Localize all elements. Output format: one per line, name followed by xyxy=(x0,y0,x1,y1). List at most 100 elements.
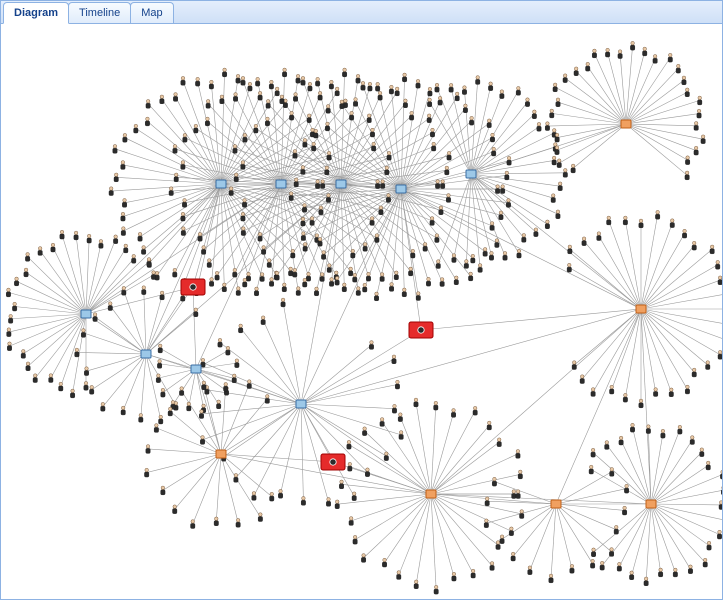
person-node[interactable] xyxy=(303,278,307,287)
person-node[interactable] xyxy=(236,518,240,527)
person-node[interactable] xyxy=(191,520,195,529)
person-node[interactable] xyxy=(509,527,513,536)
person-node[interactable] xyxy=(700,448,704,457)
person-node[interactable] xyxy=(380,180,384,189)
person-node[interactable] xyxy=(314,129,318,138)
person-node[interactable] xyxy=(173,144,177,153)
person-node[interactable] xyxy=(492,477,496,486)
person-node[interactable] xyxy=(694,146,698,155)
person-node[interactable] xyxy=(449,83,453,92)
person-node[interactable] xyxy=(715,260,719,269)
person-node[interactable] xyxy=(318,237,322,246)
person-node[interactable] xyxy=(181,212,185,221)
person-node[interactable] xyxy=(685,156,689,165)
person-node[interactable] xyxy=(517,249,521,258)
person-node[interactable] xyxy=(260,273,264,282)
person-node[interactable] xyxy=(24,268,28,277)
person-node[interactable] xyxy=(270,492,274,501)
person-node[interactable] xyxy=(222,283,226,292)
person-node[interactable] xyxy=(414,398,418,407)
flagged-node[interactable] xyxy=(321,454,345,470)
person-node[interactable] xyxy=(138,232,142,241)
person-node[interactable] xyxy=(278,489,282,498)
person-node[interactable] xyxy=(597,232,601,241)
person-node[interactable] xyxy=(59,382,63,391)
person-node[interactable] xyxy=(363,243,367,252)
person-node[interactable] xyxy=(676,64,680,73)
person-node[interactable] xyxy=(367,114,371,123)
person-node[interactable] xyxy=(7,342,11,351)
person-node[interactable] xyxy=(518,470,522,479)
person-node[interactable] xyxy=(623,216,627,225)
person-node[interactable] xyxy=(122,286,126,295)
person-node[interactable] xyxy=(382,558,386,567)
person-node[interactable] xyxy=(440,278,444,287)
person-node[interactable] xyxy=(384,452,388,461)
person-node[interactable] xyxy=(254,124,258,133)
person-node[interactable] xyxy=(402,288,406,297)
person-node[interactable] xyxy=(353,273,357,282)
person-node[interactable] xyxy=(471,254,475,263)
person-node[interactable] xyxy=(717,530,721,539)
person-node[interactable] xyxy=(229,187,233,196)
person-node[interactable] xyxy=(490,222,494,231)
person-node[interactable] xyxy=(241,76,245,85)
person-node[interactable] xyxy=(123,133,127,142)
person-node[interactable] xyxy=(607,216,611,225)
person-node[interactable] xyxy=(440,180,444,189)
person-node[interactable] xyxy=(435,83,439,92)
person-node[interactable] xyxy=(201,246,205,255)
person-node[interactable] xyxy=(591,448,595,457)
person-node[interactable] xyxy=(265,117,269,126)
person-node[interactable] xyxy=(243,133,247,142)
person-node[interactable] xyxy=(416,79,420,88)
person-node[interactable] xyxy=(619,436,623,445)
person-node[interactable] xyxy=(555,146,559,155)
person-node[interactable] xyxy=(267,259,271,268)
person-node[interactable] xyxy=(6,288,10,297)
person-node[interactable] xyxy=(426,277,430,286)
person-node[interactable] xyxy=(296,74,300,83)
person-node[interactable] xyxy=(582,237,586,246)
person-node[interactable] xyxy=(74,231,78,240)
person-node[interactable] xyxy=(507,156,511,165)
person-node[interactable] xyxy=(289,192,293,201)
person-node[interactable] xyxy=(555,133,559,142)
person-node[interactable] xyxy=(241,212,245,221)
person-node[interactable] xyxy=(296,287,300,296)
person-node[interactable] xyxy=(234,173,238,182)
hub-blue-node[interactable] xyxy=(396,185,406,193)
hub-blue-node[interactable] xyxy=(216,180,226,188)
person-node[interactable] xyxy=(181,227,185,236)
person-node[interactable] xyxy=(198,232,202,241)
person-node[interactable] xyxy=(414,580,418,589)
person-node[interactable] xyxy=(386,194,390,203)
person-node[interactable] xyxy=(199,410,203,419)
person-node[interactable] xyxy=(174,173,178,182)
person-node[interactable] xyxy=(430,128,434,137)
person-node[interactable] xyxy=(646,425,650,434)
person-node[interactable] xyxy=(701,135,705,144)
person-node[interactable] xyxy=(688,565,692,574)
person-node[interactable] xyxy=(173,268,177,277)
person-node[interactable] xyxy=(468,272,472,281)
hub-orange-node[interactable] xyxy=(216,450,226,458)
person-node[interactable] xyxy=(488,82,492,91)
person-node[interactable] xyxy=(387,151,391,160)
person-node[interactable] xyxy=(195,77,199,86)
person-node[interactable] xyxy=(522,233,526,242)
person-node[interactable] xyxy=(132,254,136,263)
person-node[interactable] xyxy=(685,385,689,394)
person-node[interactable] xyxy=(206,99,210,108)
person-node[interactable] xyxy=(218,338,222,347)
person-node[interactable] xyxy=(630,423,634,432)
person-node[interactable] xyxy=(113,144,117,153)
person-node[interactable] xyxy=(173,505,177,514)
tab-diagram[interactable]: Diagram xyxy=(3,2,69,24)
person-node[interactable] xyxy=(121,161,125,170)
person-node[interactable] xyxy=(315,180,319,189)
person-node[interactable] xyxy=(302,203,306,212)
person-node[interactable] xyxy=(142,286,146,295)
person-node[interactable] xyxy=(500,185,504,194)
person-node[interactable] xyxy=(108,302,112,311)
